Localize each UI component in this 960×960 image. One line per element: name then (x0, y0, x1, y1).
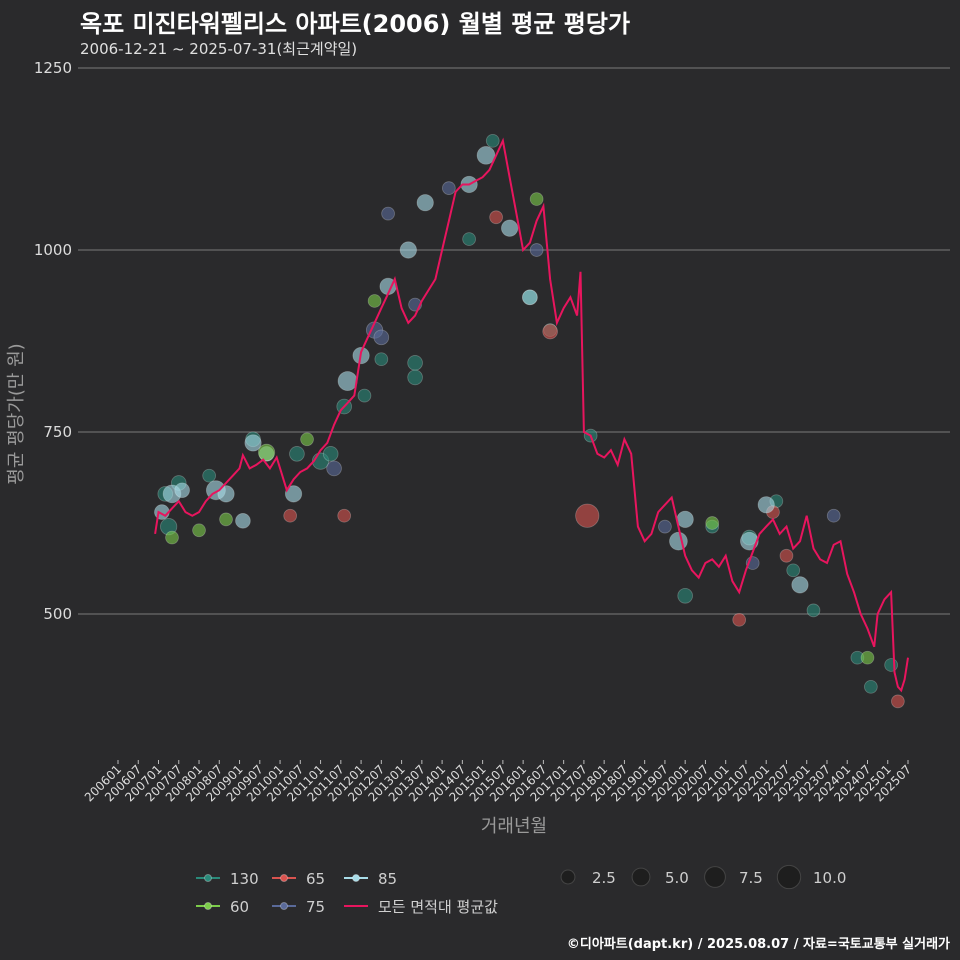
scatter-point-85 (522, 289, 538, 306)
scatter-point-65 (732, 612, 747, 627)
scatter-point-85 (399, 241, 417, 259)
scatter-point-75 (326, 460, 342, 477)
scatter-point-85 (244, 434, 262, 452)
scatter-point-75 (658, 519, 672, 534)
scatter-point-65 (779, 548, 794, 563)
y-tick-labels: 500 750 1000 1250 (34, 59, 72, 623)
scatter-point-85 (669, 531, 688, 551)
scatter-point-60 (219, 512, 233, 527)
page-subtitle: 2006-12-21 ~ 2025-07-31(최근계약일) (80, 40, 358, 58)
scatter-point-130 (786, 563, 801, 578)
legend-marker-65 (280, 874, 288, 882)
legend-size-marker (704, 866, 726, 888)
legend-size-label: 2.5 (592, 869, 616, 887)
legend-size-marker (560, 869, 576, 885)
scatter-point-65 (891, 694, 905, 709)
scatter-point-130 (864, 679, 878, 694)
legend-label-75: 75 (306, 898, 325, 916)
scatter-points (154, 133, 905, 709)
scatter-point-60 (860, 650, 875, 665)
average-line (154, 137, 909, 693)
x-tick-labels: 2006012006072007012007072008012008072009… (82, 760, 914, 805)
scatter-point-130 (407, 355, 423, 371)
y-tick-label: 500 (43, 605, 72, 623)
page-title: 옥포 미진타워펠리스 아파트(2006) 월별 평균 평당가 (80, 10, 631, 38)
scatter-point-130 (374, 352, 389, 367)
scatter-point-85 (501, 219, 519, 237)
scatter-point-130 (289, 446, 305, 462)
scatter-point-85 (476, 146, 496, 165)
scatter-point-130 (677, 588, 693, 604)
legend-size-label: 7.5 (739, 869, 763, 887)
scatter-point-75 (529, 243, 544, 257)
scatter-point-85 (791, 576, 809, 594)
scatter-point-85 (235, 513, 251, 529)
scatter-point-130 (202, 468, 216, 483)
y-tick-label: 1000 (34, 241, 72, 259)
scatter-point-85 (676, 510, 694, 528)
legend-marker-130 (204, 874, 212, 882)
scatter-point-130 (485, 133, 500, 148)
legend-size-label: 10.0 (813, 869, 846, 887)
scatter-point-65 (575, 503, 600, 528)
scatter-point-60 (529, 192, 544, 206)
legend-marker-85 (352, 874, 360, 882)
legend-label-85: 85 (378, 870, 397, 888)
scatter-point-60 (300, 432, 314, 447)
scatter-point-65 (542, 323, 558, 340)
scatter-point-65 (489, 210, 503, 225)
scatter-point-85 (217, 485, 235, 503)
scatter-point-75 (826, 508, 841, 523)
y-tick-label: 1250 (34, 59, 72, 77)
scatter-point-85 (174, 482, 190, 499)
scatter-point-60 (705, 516, 720, 530)
scatter-point-130 (806, 603, 821, 618)
scatter-point-85 (757, 496, 775, 514)
average-line-layer (154, 137, 909, 693)
scatter-point-85 (740, 531, 759, 551)
scatter-point-75 (373, 329, 390, 346)
legend-marker-60 (204, 902, 212, 910)
footer-credit: ©디아파트(dapt.kr) / 2025.08.07 / 자료=국토교통부 실… (566, 937, 950, 952)
legend-marker-75 (280, 902, 288, 910)
scatter-point-130 (322, 446, 339, 462)
legend: 130 65 85 60 75 모든 면적대 평균값 2.5 5.0 7.5 10.0 (196, 864, 846, 916)
legend-size-marker (776, 864, 802, 890)
scatter-point-65 (283, 508, 298, 523)
scatter-point-75 (442, 181, 456, 195)
legend-size-label: 5.0 (665, 869, 689, 887)
scatter-point-130 (462, 232, 476, 246)
scatter-point-130 (407, 369, 423, 386)
x-axis-label: 거래년월 (481, 816, 547, 837)
scatter-point-60 (257, 443, 276, 461)
scatter-point-130 (357, 388, 372, 403)
scatter-point-60 (367, 294, 382, 308)
scatter-point-85 (284, 485, 303, 503)
legend-label-130: 130 (230, 870, 259, 888)
scatter-point-85 (337, 371, 358, 391)
scatter-point-75 (381, 206, 395, 221)
scatter-point-130 (884, 658, 898, 672)
y-tick-label: 750 (43, 423, 72, 441)
scatter-point-85 (416, 194, 434, 212)
grid-layer (78, 67, 950, 615)
legend-label-avg: 모든 면적대 평균값 (378, 898, 498, 916)
scatter-point-65 (337, 508, 352, 523)
y-axis-label: 평균 평당가(만 원) (6, 343, 27, 484)
scatter-point-60 (192, 523, 206, 538)
legend-size-marker (631, 867, 651, 887)
legend-label-60: 60 (230, 898, 249, 916)
legend-label-65: 65 (306, 870, 325, 888)
scatter-point-60 (165, 530, 179, 545)
